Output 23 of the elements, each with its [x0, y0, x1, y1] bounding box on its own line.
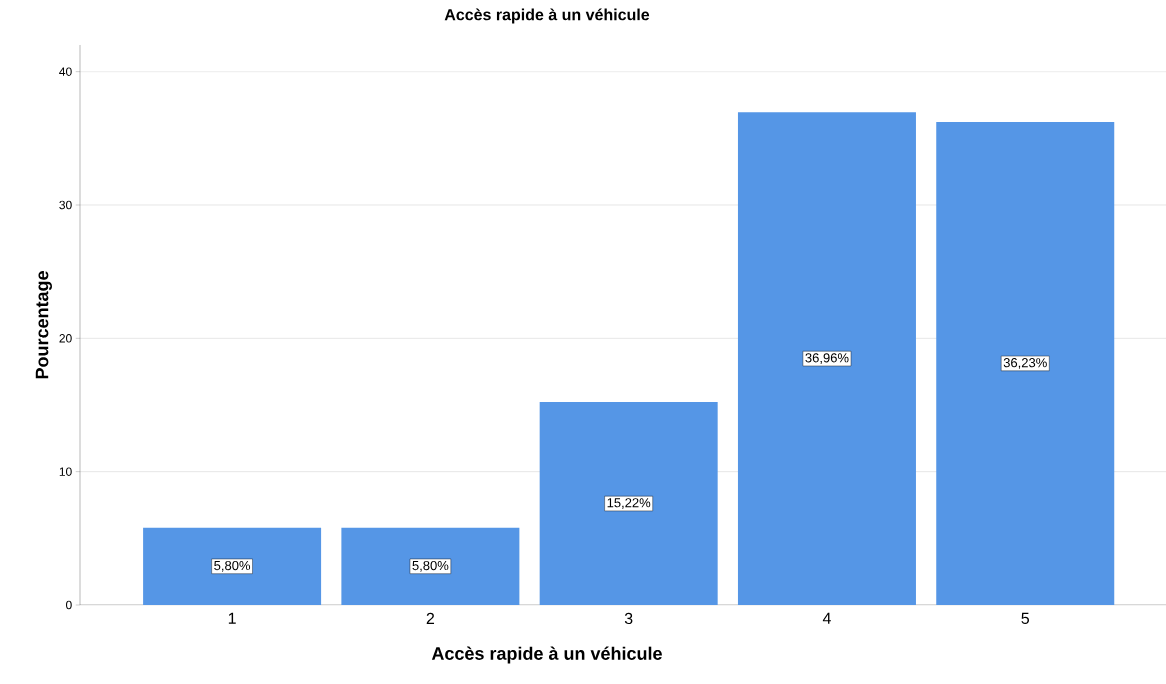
bar: [143, 527, 322, 605]
data-label: 5,80%: [412, 560, 449, 572]
bar: [737, 112, 916, 605]
data-label: 36,23%: [1003, 358, 1047, 369]
y-tick-label: 20: [59, 334, 72, 343]
x-axis-title: Accès rapide à un véhicule: [431, 646, 662, 664]
data-label: 36,96%: [805, 353, 849, 364]
bar: [936, 121, 1115, 605]
x-tick-label: 2: [426, 612, 435, 624]
y-tick-label: 10: [59, 467, 72, 476]
y-tick-label: 40: [59, 67, 72, 76]
bar: [539, 402, 718, 605]
data-label: 5,80%: [214, 560, 251, 572]
bar: [341, 527, 520, 605]
y-tick-label: 0: [66, 600, 72, 610]
x-tick-label: 1: [228, 612, 236, 624]
chart-title: Accès rapide à un véhicule: [444, 8, 650, 24]
data-label: 15,22%: [607, 498, 651, 509]
y-tick-label: 30: [59, 200, 72, 210]
x-tick-label: 5: [1021, 612, 1030, 624]
y-axis-title: Pourcentage: [35, 271, 52, 379]
x-tick-label: 3: [624, 612, 633, 625]
x-tick-label: 4: [822, 612, 831, 624]
